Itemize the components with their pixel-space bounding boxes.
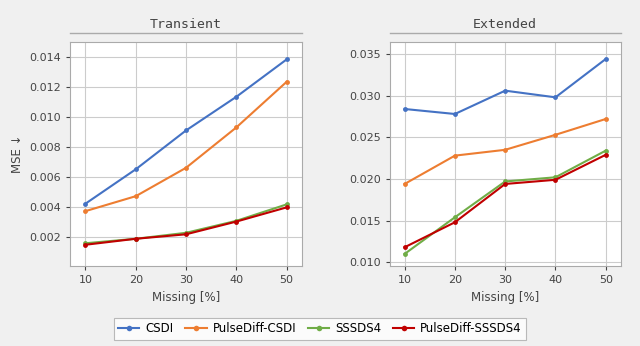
Title: Extended: Extended (473, 18, 537, 31)
X-axis label: Missing [%]: Missing [%] (152, 291, 220, 304)
X-axis label: Missing [%]: Missing [%] (471, 291, 540, 304)
Title: Transient: Transient (150, 18, 222, 31)
Y-axis label: MSE ↓: MSE ↓ (11, 135, 24, 173)
Legend: CSDI, PulseDiff-CSDI, SSSDS4, PulseDiff-SSSDS4: CSDI, PulseDiff-CSDI, SSSDS4, PulseDiff-… (113, 318, 527, 340)
